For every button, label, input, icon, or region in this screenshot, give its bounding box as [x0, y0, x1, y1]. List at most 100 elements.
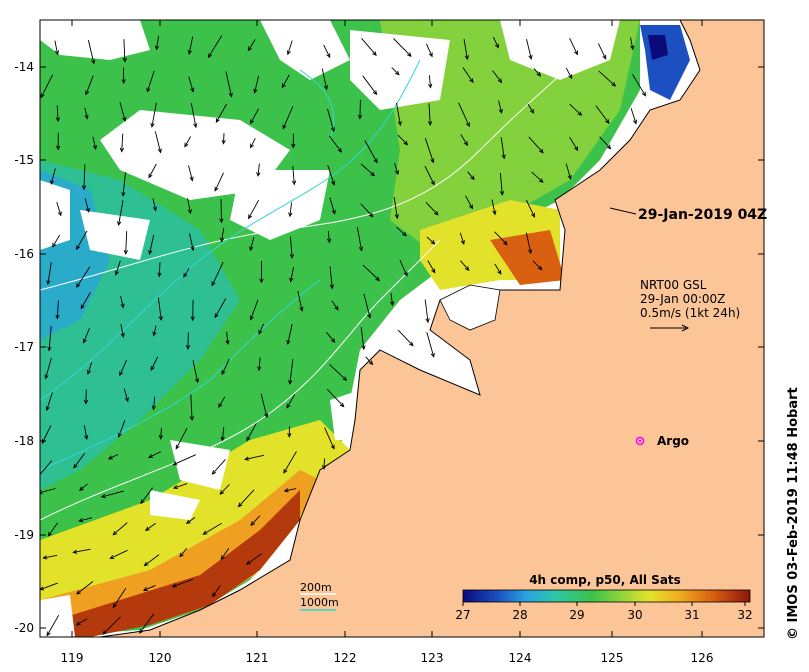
- current-vector-head: [531, 212, 535, 218]
- current-vector: [73, 548, 91, 553]
- current-vector-head: [84, 114, 89, 120]
- current-vector-head: [503, 240, 508, 246]
- current-vector-head: [291, 180, 297, 186]
- current-vector-head: [120, 303, 125, 309]
- current-vector: [110, 549, 128, 559]
- current-vector: [112, 587, 127, 608]
- current-vector: [52, 234, 61, 247]
- current-vector: [257, 163, 260, 176]
- current-vector-head: [112, 530, 118, 536]
- current-vector: [145, 522, 156, 531]
- current-vector-head: [190, 316, 195, 322]
- current-vector: [247, 39, 256, 51]
- current-vector: [290, 267, 295, 282]
- argo-float-marker: [635, 436, 645, 446]
- current-vector: [43, 554, 58, 559]
- current-vector: [460, 134, 468, 146]
- x-tick-label: 126: [691, 651, 714, 665]
- current-vector: [208, 35, 223, 58]
- current-vector-head: [46, 280, 51, 286]
- current-vector: [48, 326, 52, 351]
- current-vector-head: [157, 148, 162, 154]
- current-vector-head: [189, 416, 195, 422]
- current-vector-head: [330, 444, 335, 450]
- current-vector-head: [52, 242, 57, 248]
- current-vector: [427, 260, 436, 273]
- current-vector-head: [215, 118, 220, 124]
- current-vector-head: [402, 231, 407, 237]
- current-vector: [424, 299, 429, 323]
- current-vector-head: [121, 192, 126, 197]
- current-vector-head: [498, 108, 503, 114]
- current-vector: [120, 324, 124, 337]
- current-vector-head: [179, 552, 184, 558]
- current-vector: [190, 103, 197, 128]
- cloud-gap: [40, 180, 70, 250]
- y-tick-label: -18: [14, 434, 34, 448]
- colorbar-tick-label: 30: [627, 608, 642, 622]
- current-vector-head: [75, 621, 81, 626]
- current-vector: [595, 105, 610, 124]
- current-vector: [525, 199, 535, 218]
- current-vector-head: [86, 369, 92, 375]
- current-vector-head: [109, 555, 115, 559]
- current-vector-head: [286, 403, 291, 409]
- current-vector-head: [123, 249, 128, 255]
- cloud-gap: [500, 20, 620, 80]
- current-vector-head: [249, 315, 254, 321]
- current-vector: [123, 388, 129, 402]
- current-vector: [192, 360, 199, 383]
- current-vector: [85, 75, 94, 95]
- current-vector: [327, 165, 335, 185]
- current-vector: [526, 38, 532, 60]
- current-vector: [393, 197, 398, 219]
- current-vector-head: [193, 123, 198, 129]
- current-vector-head: [403, 271, 408, 277]
- current-vector: [532, 260, 543, 271]
- current-vector-head: [577, 111, 583, 116]
- current-vector-head: [140, 499, 145, 505]
- current-vector: [150, 356, 159, 371]
- current-vector-head: [76, 590, 81, 595]
- current-vector-head: [372, 51, 377, 56]
- current-vector: [569, 38, 578, 55]
- current-vector: [40, 74, 54, 98]
- current-vector-head: [55, 145, 61, 151]
- current-vector-head: [172, 484, 178, 490]
- current-vector-head: [150, 122, 155, 128]
- current-vector: [173, 483, 188, 489]
- current-vector: [491, 199, 496, 215]
- current-vector: [148, 163, 157, 178]
- current-vector: [565, 67, 573, 79]
- current-vector: [187, 198, 191, 214]
- current-vector-head: [368, 212, 374, 218]
- current-vector-head: [250, 143, 254, 149]
- current-vector-head: [425, 318, 430, 324]
- contour-1000m-3: [299, 69, 335, 141]
- current-vector-head: [283, 468, 288, 474]
- current-vector-head: [214, 313, 219, 319]
- current-vector-head: [497, 269, 502, 275]
- current-vector-head: [288, 212, 293, 218]
- current-vector-head: [114, 270, 119, 276]
- current-vector: [156, 35, 160, 50]
- current-vector-head: [286, 50, 291, 56]
- current-vector-head: [143, 561, 149, 567]
- current-vector-head: [246, 436, 251, 442]
- current-vector-head: [611, 82, 617, 87]
- current-vector: [121, 133, 124, 152]
- current-vector: [56, 300, 59, 319]
- current-vector-head: [334, 305, 339, 311]
- current-vector-head: [337, 147, 342, 153]
- current-vector-head: [289, 254, 295, 260]
- current-vector-head: [428, 83, 433, 89]
- current-vector-head: [78, 486, 84, 492]
- contour-legend-1000: 1000m: [300, 596, 339, 609]
- current-vector-head: [190, 246, 195, 252]
- current-vector: [250, 108, 259, 124]
- sst-hot-coast: [490, 230, 565, 285]
- current-vector-head: [139, 628, 144, 634]
- x-tick-label: 120: [149, 651, 172, 665]
- current-vector-head: [148, 249, 153, 256]
- current-vector: [190, 394, 193, 421]
